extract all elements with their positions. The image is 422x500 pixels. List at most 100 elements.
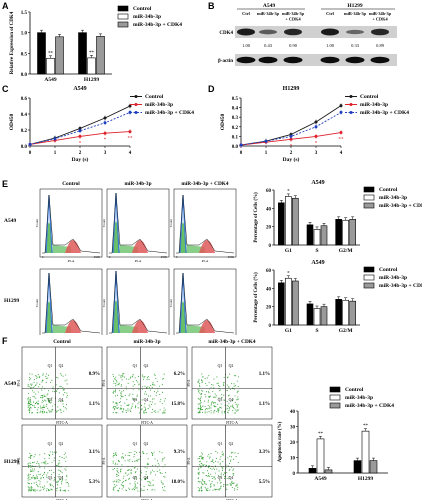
- pf-facs-1-0-dot-164: [36, 474, 38, 476]
- pf-facs-1-1-dot-32: [134, 486, 136, 488]
- pe-bars-0-bar-0-1: [285, 196, 292, 246]
- pf-facs-0-1-dot-172: [153, 390, 156, 393]
- pf-facs-1-2-dot-22: [235, 456, 237, 458]
- pe-bars-0-legend-label-2: miR-34b-3p + CDK4: [379, 203, 422, 209]
- pf-facs-1-0-dot-165: [54, 478, 56, 480]
- pe-hist-0-1-g2-peak: [132, 240, 148, 253]
- pf-facs-1-1-dot-199: [143, 453, 145, 455]
- pf-facs-1-0-dot-197: [42, 477, 44, 479]
- pf-facs-0-1-dot-113: [138, 401, 140, 403]
- pf-facs-0-0-dot-210: [66, 383, 68, 385]
- pf-bars-xcat-0: A549: [314, 476, 326, 482]
- pf-facs-0-2-dot-140: [197, 407, 200, 409]
- pf-facs-1-2-dot-204: [199, 456, 201, 458]
- pf-facs-1-1-dot-184: [146, 453, 148, 455]
- pe-bars-0-bar-0-2: [292, 197, 299, 246]
- pf-facs-0-2-dot-209: [213, 405, 215, 407]
- pe-hist-0-2-g2-peak: [199, 240, 215, 253]
- pe-bars-0-legend-swatch-0: [363, 186, 375, 193]
- pf-facs-0-0-dot-157: [43, 404, 45, 406]
- pf-facs-0-0-dot-139: [37, 403, 39, 405]
- pf-facs-1-2-dot-78: [214, 488, 216, 490]
- pf-facs-1-1-dot-72: [113, 489, 115, 491]
- pf-facs-1-0-dot-208: [55, 488, 57, 490]
- pf-facs-1-0-dot-61: [50, 479, 52, 481]
- pf-facs-0-0-dot-185: [30, 403, 32, 406]
- pf-facs-1-2-dot-92: [211, 468, 213, 470]
- pf-facs-0-0-dot-189: [42, 396, 44, 398]
- pf-facs-0-0-dot-196: [29, 397, 31, 399]
- pf-facs-1-1-dot-124: [133, 477, 135, 479]
- pf-facs-0-1-dot-75: [143, 376, 145, 378]
- pe-col-title-1: miR-34b-3p: [124, 181, 151, 187]
- pf-facs-1-1-dot-118: [118, 460, 120, 463]
- pf-facs-1-0-dot-118: [44, 463, 46, 465]
- pf-facs-1-2-dot-196: [217, 452, 219, 454]
- pe-hist-1-0-ylabel: Count: [35, 299, 39, 308]
- pf-facs-0-2-dot-64: [198, 410, 200, 412]
- pf-facs-1-1-dot-62: [153, 451, 155, 453]
- pf-facs-0-0-dot-76: [32, 404, 34, 406]
- pf-facs-1-2-dot-36: [222, 468, 224, 470]
- pf-legend-swatch-2: [329, 402, 341, 409]
- pf-facs-0-2-dot-165: [210, 404, 212, 406]
- pf-facs-0-0-dot-114: [37, 412, 39, 414]
- pf-facs-1-1-dot-29: [147, 481, 149, 483]
- pf-facs-0-2-dot-186: [199, 403, 201, 405]
- pe-hist-1-1-outline: [109, 270, 168, 334]
- pe-bars-0-bar-0-0: [278, 202, 285, 246]
- pf-facs-0-2-dot-82: [228, 395, 230, 397]
- pf-facs-0-2-dot-144: [202, 376, 204, 378]
- pf-facs-1-0-q2: Q2: [59, 442, 64, 446]
- pf-facs-1-1-dot-137: [113, 454, 116, 456]
- pf-facs-0-1-dot-146: [120, 405, 122, 407]
- pf-facs-1-0-dot-147: [48, 455, 50, 457]
- pf-facs-1-0-dot-9: [30, 469, 32, 471]
- pf-facs-1-0-dot-185: [30, 471, 32, 473]
- pf-facs-0-0-dot-180: [28, 406, 30, 408]
- pf-facs-1-0-dot-151: [59, 489, 61, 492]
- pf-facs-0-1-dot-36: [125, 386, 127, 388]
- pf-facs-0-1-dot-205: [143, 406, 145, 408]
- pf-facs-1-1-dot-51: [137, 458, 139, 460]
- pf-facs-1-2-dot-25: [210, 473, 212, 475]
- pf-facs-0-1-dot-37: [137, 381, 139, 383]
- pf-facs-0-1-dot-123: [154, 403, 156, 405]
- pc-legend-marker-0: [134, 95, 138, 98]
- pf-facs-0-1-dot-171: [114, 389, 116, 391]
- pf-facs-0-2-dot-83: [232, 406, 234, 408]
- pf-facs-1-2-dot-165: [206, 470, 208, 472]
- pf-facs-0-2-dot-119: [205, 391, 207, 393]
- pf-facs-0-1-q1: Q1: [133, 364, 138, 368]
- pf-facs-0-0-dot-183: [29, 403, 31, 405]
- pf-facs-1-1-dot-63: [113, 452, 115, 454]
- pf-facs-1-1-dot-3: [164, 486, 166, 488]
- pa-ytick-label-2: 1.0: [21, 32, 28, 37]
- pf-facs-0-0-dot-141: [30, 401, 32, 403]
- pf-facs-0-0-dot-84: [42, 374, 44, 376]
- pa-annot-0: **: [48, 51, 54, 56]
- pf-facs-1-1-dot-151: [158, 464, 160, 466]
- pf-facs-0-0-dot-156: [42, 409, 44, 411]
- pf-facs-0-2-dot-197: [205, 396, 207, 398]
- pf-bars-ytick-label-4: 40: [290, 410, 296, 415]
- pf-facs-0-1-dot-193: [164, 412, 166, 414]
- pf-facs-0-1-dot-170: [142, 375, 144, 377]
- pf-facs-1-2-dot-85: [236, 484, 238, 486]
- pe-bars-1-bar-2-2: [349, 300, 356, 326]
- pf-facs-0-2-dot-118: [204, 400, 206, 402]
- pf-facs-1-2-dot-5: [209, 465, 211, 467]
- pf-facs-1-1-dot-169: [114, 486, 116, 488]
- pe-bars-0-legend-label-1: miR-34b-3p: [379, 195, 407, 201]
- pf-facs-0-1-dot-142: [122, 411, 124, 413]
- pf-facs-0-1-pct-upper: 6.2%: [174, 372, 185, 377]
- pf-facs-1-1-dot-135: [148, 481, 150, 483]
- pe-bars-1-legend-label-2: miR-34b-3p + CDK4: [379, 283, 422, 289]
- pf-facs-0-2-dot-196: [210, 410, 212, 412]
- pf-facs-0-2-dot-46: [197, 403, 199, 405]
- pc-xtick-label-4: 4: [129, 151, 132, 156]
- pf-facs-1-1-dot-81: [162, 489, 164, 491]
- pf-facs-0-0-dot-33: [41, 399, 44, 401]
- pf-facs-1-1-dot-9: [121, 464, 123, 466]
- pf-facs-0-1-dot-169: [134, 407, 136, 409]
